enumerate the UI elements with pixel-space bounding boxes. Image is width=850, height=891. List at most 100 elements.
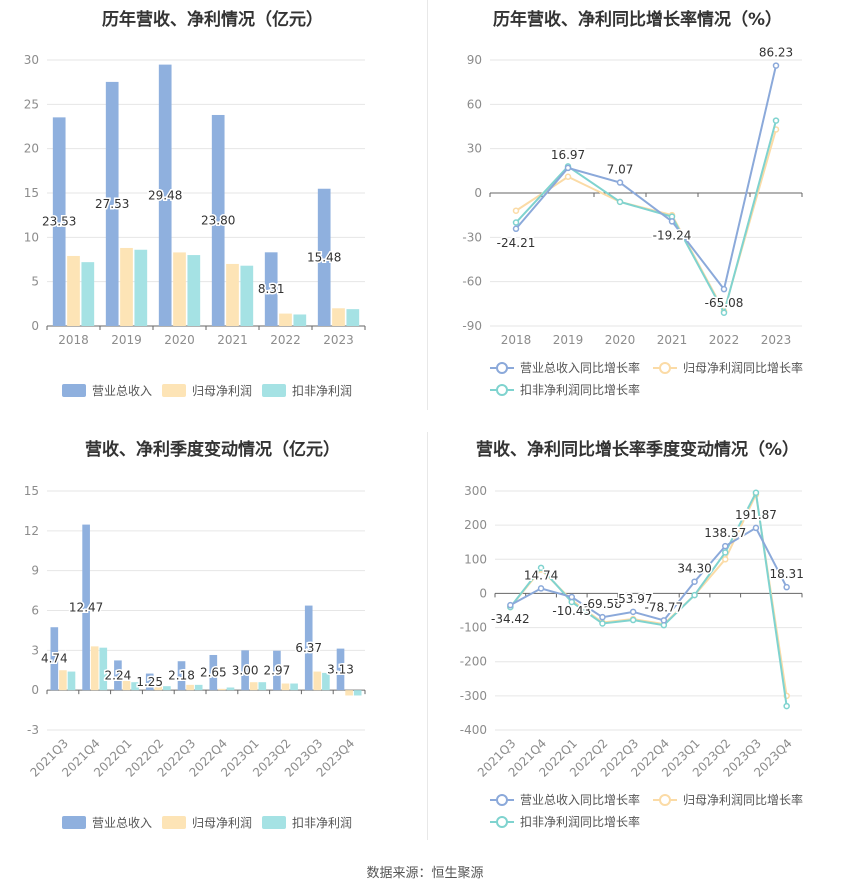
bar-chart-svg: -3036912152021Q32021Q42022Q12022Q22022Q3…: [24, 484, 366, 830]
panel-divider: [427, 0, 428, 410]
x-tick-label: 2021: [217, 333, 248, 347]
y-tick-label: 25: [24, 97, 39, 111]
legend-marker: [496, 384, 508, 396]
y-tick-label: 3: [31, 643, 39, 657]
data-point: [772, 62, 780, 69]
data-label: 191.87: [735, 508, 777, 522]
y-tick-label: 300: [464, 484, 487, 498]
data-source-note: 数据来源：恒生聚源: [366, 866, 484, 881]
y-tick-label: -3: [27, 723, 39, 737]
y-tick-label: 0: [479, 586, 487, 600]
x-tick-label: 2019: [111, 333, 142, 347]
legend-swatch: [62, 816, 86, 829]
legend-label: 营业总收入同比增长率: [520, 360, 640, 375]
data-point: [668, 218, 676, 225]
bar-value-label: 23.53: [42, 215, 76, 229]
data-label: 18.31: [769, 567, 803, 581]
legend-label: 归母净利润同比增长率: [683, 792, 803, 807]
data-label: -65.08: [705, 296, 744, 310]
bar-value-label: 12.47: [69, 600, 103, 614]
data-point: [507, 601, 514, 609]
bar-parent-profit: [279, 313, 292, 326]
x-tick-label: 2023: [761, 333, 792, 347]
legend-label: 归母净利润同比增长率: [683, 360, 803, 375]
y-tick-label: -90: [462, 319, 482, 333]
legend-label: 扣非净利润同比增长率: [520, 382, 640, 397]
data-label: -69.58: [583, 597, 622, 611]
bar-deducted-profit: [293, 314, 307, 326]
data-label: -10.43: [552, 604, 591, 618]
y-tick-label: -30: [462, 230, 482, 244]
y-tick-label: 12: [24, 524, 39, 538]
x-tick-label: 2020: [605, 333, 636, 347]
y-tick-label: -60: [462, 275, 482, 289]
data-point: [599, 620, 606, 627]
bar-value-label: 27.53: [95, 197, 129, 211]
bar-deducted-profit: [81, 262, 95, 326]
bar-revenue: [52, 117, 66, 326]
quarterly-growth-chart: 营收、净利同比增长率季度变动情况（%） -400 -300 -200 -100 0 100…: [425, 425, 850, 855]
bar-revenue: [105, 81, 119, 326]
line-chart-svg: -90 -60 -30 0 30 60 90 2018 2019 2020 2021 2022 2023…: [462, 44, 803, 397]
legend-label: 营业总收入: [92, 816, 152, 830]
x-tick-label: 2018: [501, 333, 532, 347]
bar-value-label: 3.00: [232, 663, 259, 677]
bar-deducted-profit: [131, 682, 139, 691]
data-label: 34.30: [677, 562, 711, 576]
bar-value-label: 3.13: [327, 662, 354, 676]
bar-value-label: 23.80: [201, 213, 235, 227]
y-tick-label: 15: [24, 484, 39, 498]
bar-value-label: 15.48: [307, 250, 341, 264]
bar-revenue: [304, 605, 313, 691]
bar-value-label: 29.48: [148, 188, 182, 202]
legend-label: 扣非净利润同比增长率: [520, 814, 640, 829]
bar-deducted-profit: [240, 265, 254, 326]
y-tick-label: 10: [24, 230, 39, 244]
bar-value-label: 2.18: [168, 669, 195, 683]
bar-revenue: [82, 524, 90, 691]
bar-revenue: [264, 252, 278, 326]
legend-label: 营业总收入同比增长率: [520, 792, 640, 807]
data-label: 16.97: [551, 148, 585, 162]
bar-deducted-profit: [226, 687, 235, 691]
bar-deducted-profit: [99, 647, 108, 691]
bar-deducted-profit: [134, 249, 148, 326]
x-tick-label: 2019: [553, 333, 584, 347]
bar-value-label: 1.25: [136, 675, 163, 689]
panel-divider: [427, 432, 428, 840]
bar-deducted-profit: [187, 255, 201, 326]
bar-revenue: [209, 654, 218, 691]
data-point: [660, 617, 668, 624]
y-tick-label: 0: [474, 186, 482, 200]
y-tick-label: 30: [467, 142, 482, 156]
data-point: [564, 173, 572, 180]
data-point: [722, 556, 729, 563]
data-point: [537, 564, 545, 572]
bar-revenue: [273, 650, 281, 691]
series-line-deducted-profit-growth: [515, 120, 777, 316]
bar-revenue: [317, 188, 331, 326]
data-point: [537, 585, 545, 592]
bar-deducted-profit: [67, 671, 76, 691]
legend-marker: [659, 794, 671, 806]
x-tick-label: 2022: [709, 333, 740, 347]
series-line-deducted-profit-growth: [509, 489, 788, 707]
bar-revenue: [50, 627, 59, 691]
chart-title: 历年营收、净利情况（亿元）: [102, 10, 323, 30]
data-point: [629, 616, 637, 624]
y-tick-label: 60: [467, 97, 482, 111]
bar-value-label: 6.37: [295, 641, 322, 655]
series-line-revenue-growth: [515, 65, 777, 292]
legend-swatch: [262, 816, 286, 829]
bar-parent-profit: [281, 683, 290, 691]
y-tick-label: 15: [24, 186, 39, 200]
data-point: [512, 207, 520, 214]
y-tick-label: 90: [467, 53, 482, 67]
data-point: [722, 542, 729, 550]
bar-revenue: [158, 64, 172, 327]
bar-parent-profit: [154, 686, 163, 691]
bar-value-label: 8.31: [258, 282, 285, 296]
bar-parent-profit: [186, 684, 194, 691]
bar-parent-profit: [90, 646, 99, 691]
bar-chart-svg: 0 5 10 15 20 25 30 2018 2019 2020 2021 2022 2023 23.5…: [24, 53, 366, 398]
